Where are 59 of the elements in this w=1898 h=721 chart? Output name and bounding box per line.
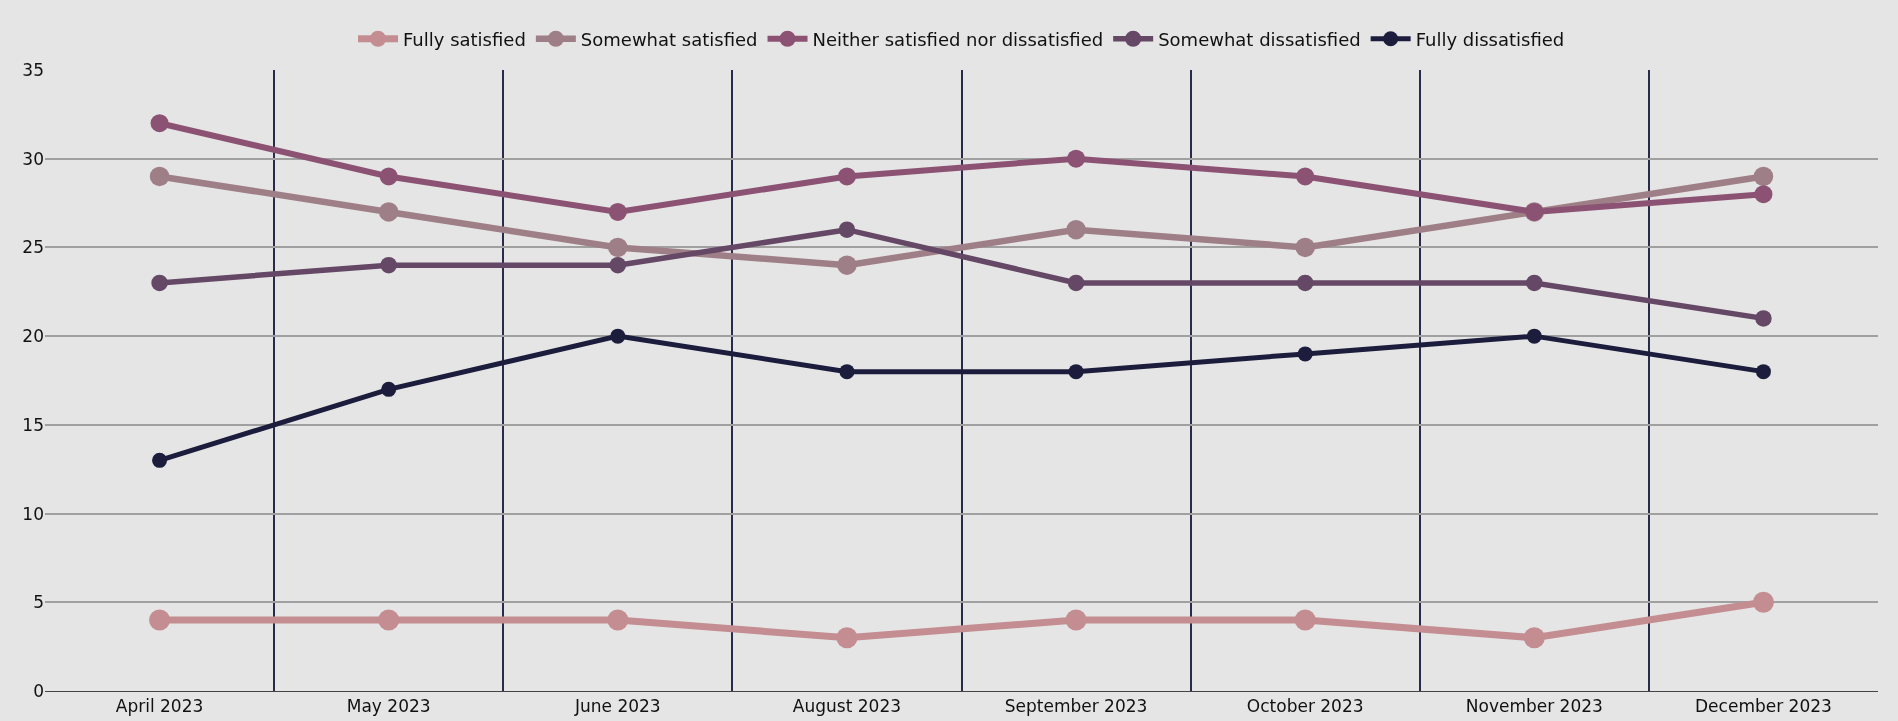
y-tick-label: 10 [22,503,44,524]
point [608,202,627,221]
point [839,364,855,380]
x-tick-label: September 2023 [1004,696,1148,717]
point [152,452,168,468]
point [149,609,171,631]
point [1526,274,1543,292]
point [1067,149,1086,168]
y-tick-label: 25 [22,237,44,258]
legend-label: Neither satisfied nor dissatisfied [812,28,1104,50]
point [1526,328,1542,344]
point [378,609,400,631]
point [1296,274,1314,292]
point [1294,609,1316,631]
point [836,627,858,649]
legend-label: Somewhat dissatisfied [1158,28,1361,50]
point [1066,219,1086,240]
y-tick-label: 0 [33,680,44,701]
point [1753,166,1774,187]
point [1755,364,1771,380]
point [378,202,399,222]
point [608,237,628,258]
point [1297,346,1313,362]
point [607,609,629,631]
y-tick-label: 30 [22,148,44,169]
point [379,167,398,186]
x-tick-label: August 2023 [792,696,902,717]
x-tick-label: December 2023 [1695,696,1832,717]
point [1065,609,1087,631]
point [610,328,626,344]
point [1295,237,1315,258]
x-tick-label: October 2023 [1246,696,1364,717]
point [150,114,169,133]
legend-label: Fully satisfied [403,28,526,50]
point [1523,627,1545,649]
y-tick-label: 20 [22,326,44,347]
point [380,256,397,274]
x-tick-label: November 2023 [1465,696,1603,717]
point [151,274,168,292]
point [1752,591,1774,613]
y-tick-label: 35 [22,59,44,80]
point [1755,310,1772,327]
point [1754,185,1773,204]
x-tick-label: April 2023 [115,696,204,717]
x-tick-label: May 2023 [346,696,431,717]
y-tick-label: 5 [33,592,44,613]
point [149,166,170,187]
point [1068,364,1084,380]
x-tick-label: June 2023 [573,696,661,717]
point [838,221,856,238]
y-tick-label: 15 [22,414,44,435]
legend-label: Somewhat satisfied [580,28,758,50]
point [609,256,627,274]
point [837,167,856,186]
point [381,381,397,397]
point [1067,274,1085,292]
legend-label: Fully dissatisfied [1415,28,1565,50]
point [1296,167,1315,186]
point [837,255,857,275]
